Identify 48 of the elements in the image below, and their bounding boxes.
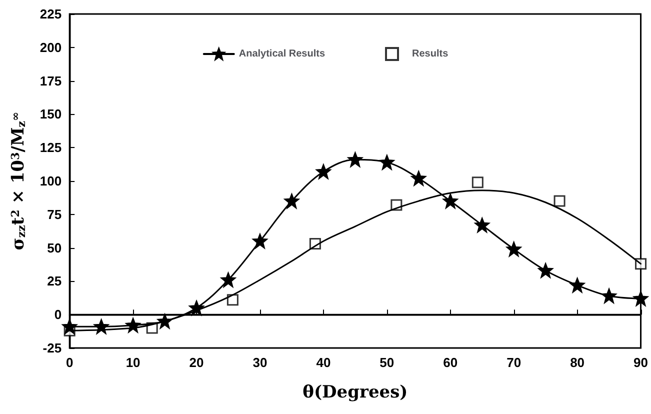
x-axis-title: θ(Degrees): [302, 382, 408, 402]
x-tick-label: 30: [252, 355, 268, 370]
y-tick-label: 175: [40, 73, 62, 88]
point: [221, 272, 236, 288]
point: [411, 171, 426, 186]
x-tick-label: 90: [634, 355, 648, 370]
point: [506, 242, 522, 256]
x-tick-label: 80: [570, 355, 585, 370]
y-tick-label: 25: [47, 274, 62, 289]
point: [443, 194, 458, 208]
point: [316, 164, 331, 179]
y-tick-label: 200: [40, 40, 62, 55]
point: [252, 234, 268, 248]
point: [189, 300, 204, 316]
point: [472, 176, 484, 188]
point: [602, 288, 616, 304]
point: [635, 258, 647, 270]
point: [284, 194, 299, 208]
point: [634, 291, 648, 306]
y-tick-label: 100: [40, 174, 62, 188]
point: [380, 155, 394, 170]
y-tick-label: 150: [40, 106, 62, 122]
y-tick-label: 0: [54, 307, 62, 322]
point: [348, 152, 362, 167]
x-tick-label: 20: [189, 355, 204, 370]
point: [554, 195, 566, 207]
point: [62, 319, 77, 334]
x-tick-label: 40: [316, 355, 331, 370]
y-tick-label: -25: [42, 340, 62, 356]
point: [570, 278, 585, 292]
x-tick-label: 70: [506, 355, 522, 370]
x-tick-label: 60: [443, 355, 458, 370]
point: [226, 294, 238, 306]
point: [94, 319, 109, 334]
x-tick-label: 0: [66, 355, 74, 370]
y-tick-label: 225: [40, 6, 62, 22]
legend-label: Results: [412, 48, 449, 60]
point: [126, 318, 140, 333]
point: [474, 218, 490, 232]
x-tick-label: 10: [126, 355, 140, 370]
y-tick-label: 50: [47, 240, 62, 256]
x-tick-label: 50: [380, 355, 394, 370]
legend-label: Analytical Results: [238, 48, 326, 60]
y-tick-label: 125: [40, 140, 62, 156]
point: [158, 314, 172, 329]
point: [538, 263, 553, 278]
y-tick-label: 75: [47, 206, 62, 222]
text: σzzt2 × 103/Mz∞: [8, 112, 28, 250]
